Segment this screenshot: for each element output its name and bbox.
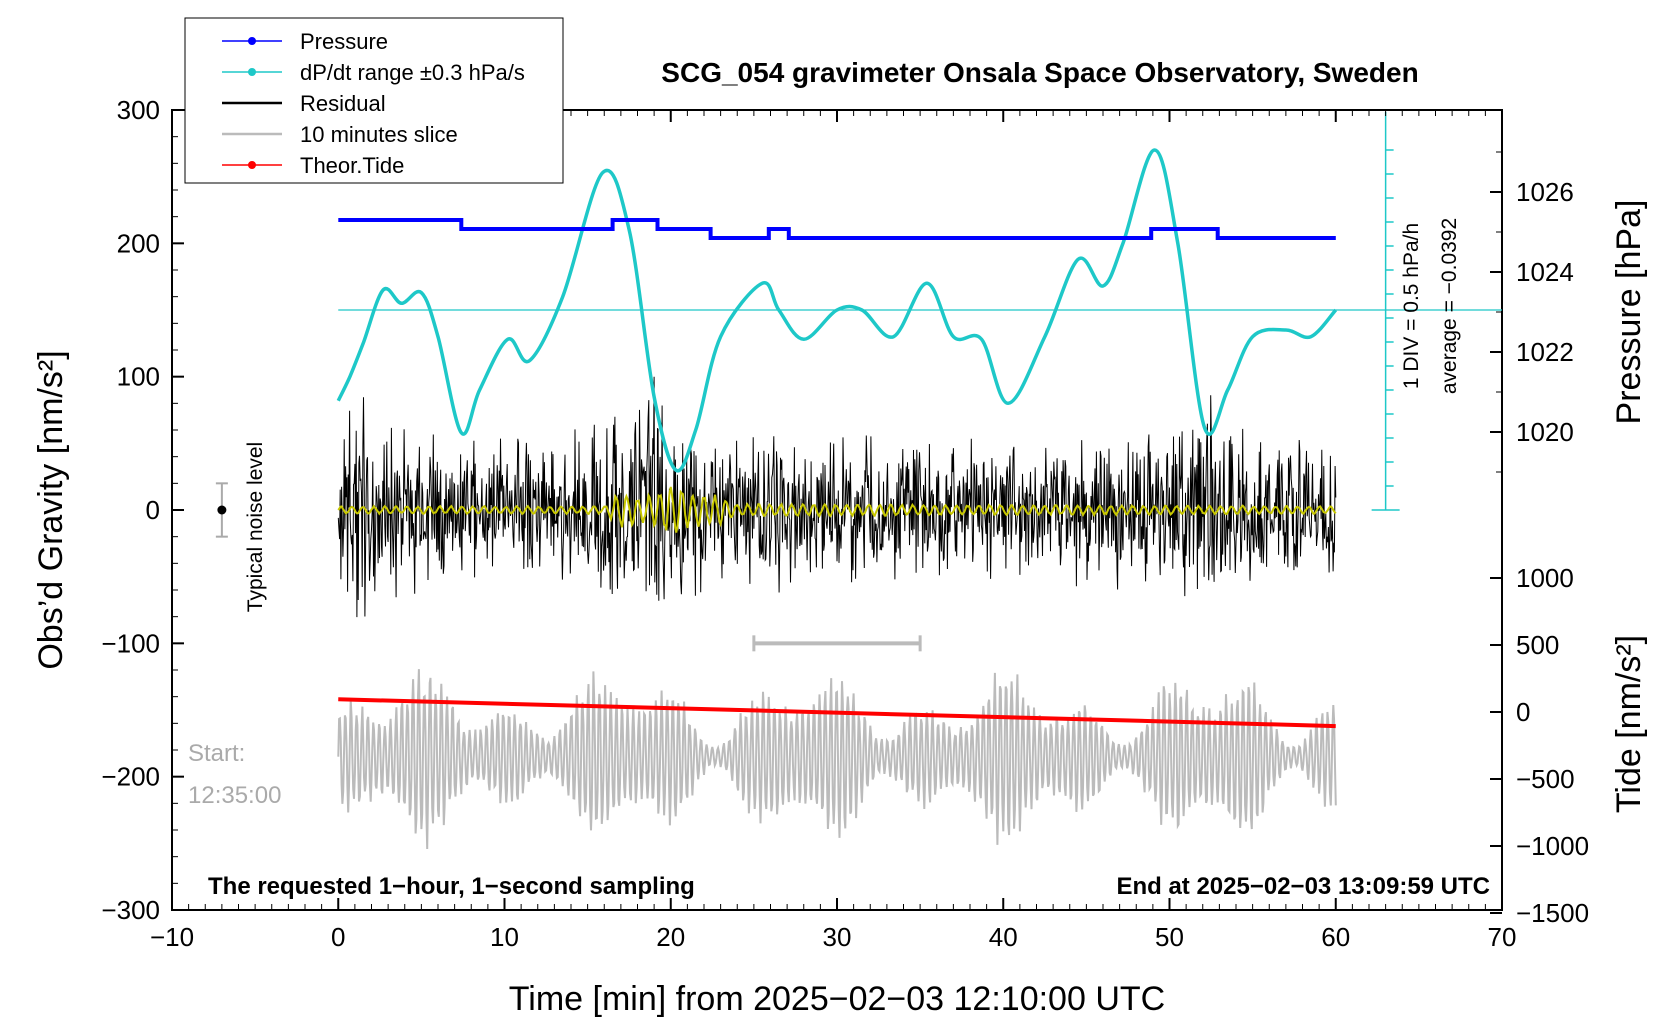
legend-pressure-dot [248,37,256,45]
tide-tick-label: −1500 [1516,898,1589,928]
bottom-right-note: End at 2025−02−03 13:09:59 UTC [1116,873,1490,900]
bottom-left-note: The requested 1−hour, 1−second sampling [208,873,695,900]
pressure-line [338,218,1336,240]
tide-tick-label: −500 [1516,764,1575,794]
y-tick-label: 300 [117,95,160,125]
y-tick-label: 100 [117,362,160,392]
x-tick-label: 10 [490,922,519,952]
tide-tick-label: 500 [1516,630,1559,660]
dpdt-scale-label: 1 DIV = 0.5 hPa/h [1400,223,1423,389]
chart-title: SCG_054 gravimeter Onsala Space Observat… [661,57,1418,88]
theoretical-tide-series [338,697,1336,729]
x-axis-ticks: −10 0 10 20 30 40 50 60 70 [150,110,1517,952]
legend-slice-label: 10 minutes slice [300,122,458,147]
residual-line [337,376,1337,618]
y-tick-label: 0 [146,495,160,525]
y-tick-label: −200 [101,762,160,792]
dpdt-average-label: average = −0.0392 [1438,218,1461,394]
legend-dpdt-dot [248,68,256,76]
x-tick-label: 0 [331,922,345,952]
residual-series [337,376,1337,618]
ten-minute-slice-series [337,669,1337,850]
x-axis-title: Time [min] from 2025−02−03 12:10:00 UTC [509,980,1165,1018]
pressure-axis-ticks: 1020 1022 1024 1026 [1490,151,1574,473]
y-axis-ticks: −300 −200 −100 0 100 200 300 [101,95,184,925]
ten-minute-slice-line [337,669,1337,850]
y-tick-label: −300 [101,895,160,925]
y-tick-label: −100 [101,628,160,658]
legend-residual-label: Residual [300,91,386,116]
tide-axis-ticks: −1500 −1000 −500 0 500 1000 [1490,563,1589,928]
start-time: 12:35:00 [188,782,281,809]
pressure-series [338,218,1336,240]
dpdt-line [336,148,1338,473]
x-tick-label: 70 [1488,922,1517,952]
legend-box [184,17,564,184]
filtered-residual-series [337,486,1337,533]
x-tick-label: 40 [989,922,1018,952]
pressure-tick-label: 1022 [1516,337,1574,367]
pressure-axis-title: Pressure [hPa] [1610,200,1648,425]
tide-tick-label: −1000 [1516,831,1589,861]
x-tick-label: 30 [823,922,852,952]
legend-dpdt-label: dP/dt range ±0.3 hPa/s [300,60,525,85]
y-axis-title: Obs’d Gravity [nm/s²] [32,350,70,669]
x-tick-label: 50 [1155,922,1184,952]
tide-tick-label: 0 [1516,697,1530,727]
tide-axis-title: Tide [nm/s²] [1610,635,1648,813]
dpdt-series [336,112,1502,511]
start-label: Start: [188,740,245,767]
legend-tide-label: Theor.Tide [300,153,404,178]
pressure-tick-label: 1026 [1516,177,1574,207]
slice-marker [752,635,922,652]
pressure-tick-label: 1024 [1516,257,1574,287]
x-tick-label: 20 [656,922,685,952]
noise-level-label: Typical noise level [244,442,267,612]
noise-level-indicator [215,482,228,538]
y-tick-label: 200 [117,228,160,258]
pressure-tick-label: 1020 [1516,417,1574,447]
legend-pressure-label: Pressure [300,29,388,54]
theoretical-tide-line [338,697,1336,729]
legend: Pressure dP/dt range ±0.3 hPa/s Residual… [184,17,564,184]
filtered-residual-line [337,486,1337,533]
x-tick-label: −10 [150,922,194,952]
tide-tick-label: 1000 [1516,563,1574,593]
legend-tide-dot [248,161,256,169]
x-tick-label: 60 [1321,922,1350,952]
noise-level-dot [217,505,227,515]
